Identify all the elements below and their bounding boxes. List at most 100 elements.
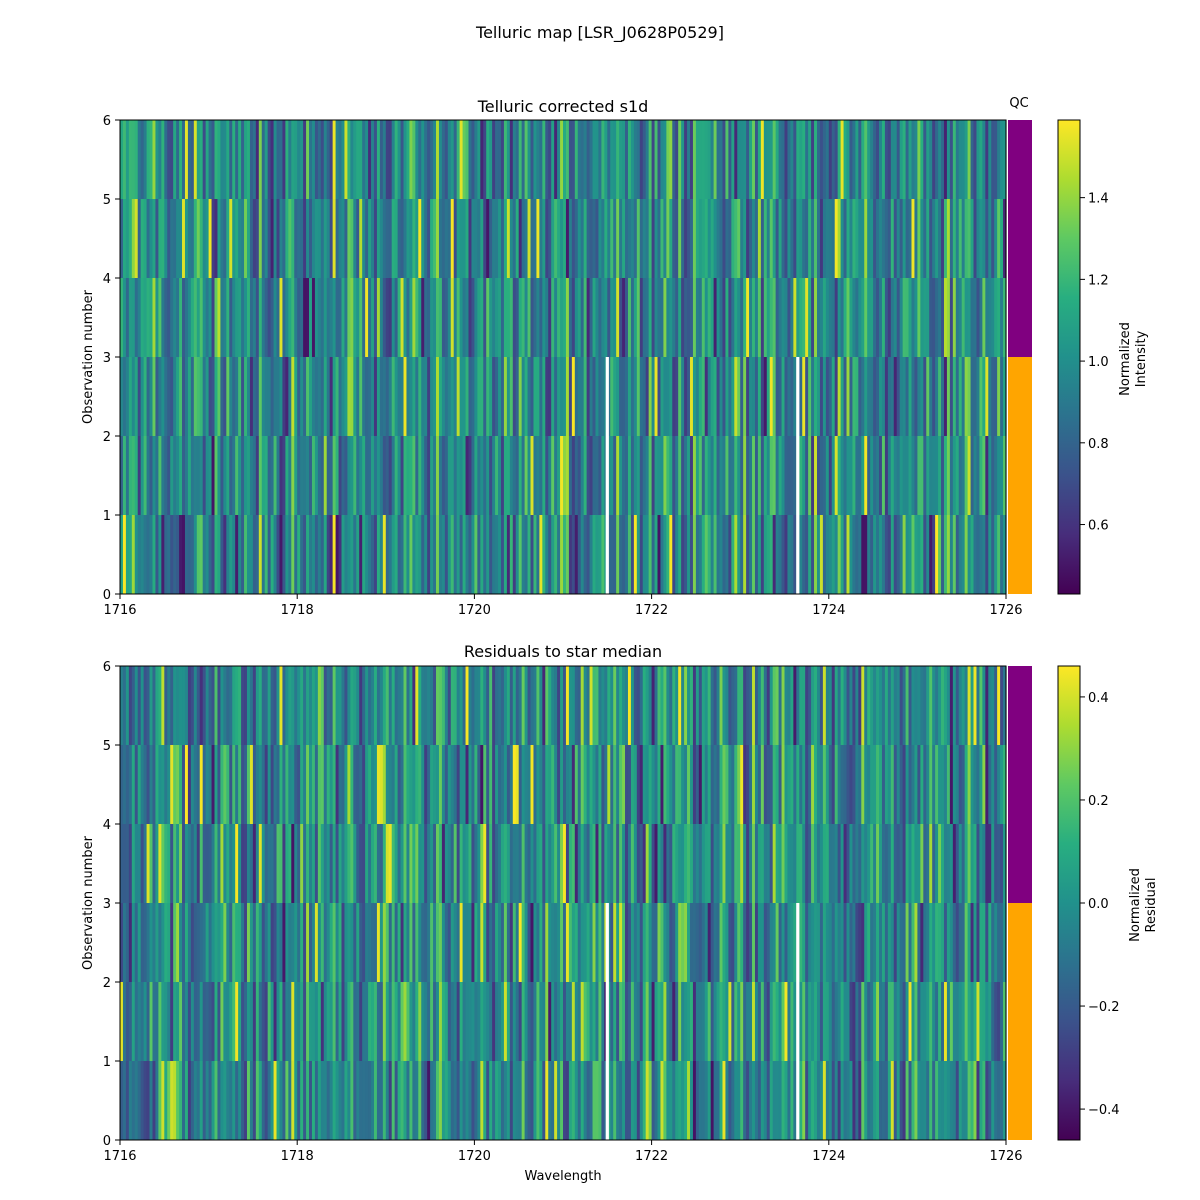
heatmap-cell <box>994 278 998 357</box>
heatmap-cell <box>784 824 789 903</box>
heatmap-cell <box>716 515 721 594</box>
heatmap-cell <box>273 278 278 357</box>
heatmap-cell <box>536 120 540 199</box>
heatmap-cell <box>580 1061 585 1140</box>
heatmap-cell <box>498 278 502 357</box>
heatmap-cell <box>902 745 907 824</box>
heatmap-cell <box>598 903 602 982</box>
heatmap-cell <box>563 982 567 1061</box>
heatmap-cell <box>282 120 286 199</box>
x-axis-label: Wavelength <box>524 1169 601 1184</box>
heatmap-cell <box>899 745 904 824</box>
heatmap-cell <box>852 666 856 745</box>
heatmap-cell <box>533 824 538 903</box>
heatmap-cell <box>719 278 724 357</box>
heatmap-cell <box>790 1061 794 1140</box>
heatmap-residuals <box>120 666 1007 1140</box>
heatmap-cell <box>805 357 809 436</box>
heatmap-cell <box>359 515 363 594</box>
heatmap-cell <box>583 903 588 982</box>
heatmap-cell <box>583 278 588 357</box>
heatmap-cell <box>545 824 549 903</box>
heatmap-cell <box>196 1061 201 1140</box>
heatmap-cell <box>137 982 142 1061</box>
heatmap-cell <box>509 278 514 357</box>
heatmap-cell <box>551 436 555 515</box>
heatmap-cell <box>249 278 254 357</box>
heatmap-cell <box>447 982 452 1061</box>
heatmap-cell <box>323 982 328 1061</box>
heatmap-cell <box>743 357 747 436</box>
heatmap-cell <box>430 666 434 745</box>
heatmap-cell <box>335 278 340 357</box>
heatmap-cell <box>394 666 399 745</box>
heatmap-cell <box>698 515 703 594</box>
heatmap-cell <box>326 436 331 515</box>
heatmap-cell <box>837 1061 842 1140</box>
heatmap-cell <box>211 515 216 594</box>
heatmap-cell <box>633 903 638 982</box>
heatmap-cell <box>932 1061 936 1140</box>
heatmap-cell <box>834 357 839 436</box>
heatmap-cell <box>669 1061 673 1140</box>
heatmap-cell <box>701 436 706 515</box>
heatmap-cell <box>211 199 216 278</box>
heatmap-cell <box>264 120 269 199</box>
heatmap-cell <box>583 436 588 515</box>
heatmap-cell <box>961 1061 966 1140</box>
heatmap-cell <box>551 1061 555 1140</box>
heatmap-cell <box>837 120 842 199</box>
heatmap-cell <box>822 199 827 278</box>
heatmap-cell <box>905 982 910 1061</box>
heatmap-cell <box>707 357 712 436</box>
heatmap-cell <box>146 824 151 903</box>
heatmap-cell <box>403 903 408 982</box>
heatmap-cell <box>666 436 670 515</box>
heatmap-cell <box>176 436 180 515</box>
heatmap-cell <box>607 357 611 436</box>
heatmap-cell <box>314 982 319 1061</box>
heatmap-cell <box>300 199 304 278</box>
heatmap-cell <box>320 982 325 1061</box>
heatmap-cell <box>752 903 756 982</box>
heatmap-cell <box>625 278 629 357</box>
heatmap-cell <box>616 436 620 515</box>
heatmap-cell <box>568 982 573 1061</box>
heatmap-cell <box>955 120 960 199</box>
heatmap-cell <box>430 745 434 824</box>
heatmap-cell <box>530 824 535 903</box>
heatmap-cell <box>929 982 933 1061</box>
heatmap-cell <box>509 357 514 436</box>
heatmap-cell <box>353 515 357 594</box>
heatmap-cell <box>433 1061 437 1140</box>
heatmap-cell <box>692 745 697 824</box>
heatmap-cell <box>728 903 732 982</box>
heatmap-cell <box>704 982 709 1061</box>
y-axis-label: Observation number <box>81 835 96 970</box>
heatmap-cell <box>991 515 995 594</box>
heatmap-cell <box>595 666 600 745</box>
heatmap-cell <box>740 199 744 278</box>
heatmap-cell <box>353 357 357 436</box>
heatmap-cell <box>388 903 393 982</box>
heatmap-cell <box>754 903 759 982</box>
heatmap-cell <box>843 436 848 515</box>
heatmap-cell <box>876 515 880 594</box>
heatmap-cell <box>595 515 600 594</box>
heatmap-cell <box>430 120 434 199</box>
heatmap-cell <box>754 1061 759 1140</box>
heatmap-cell <box>480 515 484 594</box>
heatmap-cell <box>462 745 467 824</box>
heatmap-cell <box>766 357 771 436</box>
heatmap-cell <box>353 199 357 278</box>
heatmap-cell <box>235 666 239 745</box>
heatmap-cell <box>551 982 555 1061</box>
heatmap-cell <box>613 1061 617 1140</box>
heatmap-cell <box>252 824 257 903</box>
colorbar-tick-label: 0.0 <box>1088 897 1109 912</box>
heatmap-cell <box>557 982 561 1061</box>
heatmap-cell <box>648 436 653 515</box>
heatmap-cell <box>140 357 145 436</box>
heatmap-cell <box>565 357 570 436</box>
heatmap-cell <box>285 515 289 594</box>
